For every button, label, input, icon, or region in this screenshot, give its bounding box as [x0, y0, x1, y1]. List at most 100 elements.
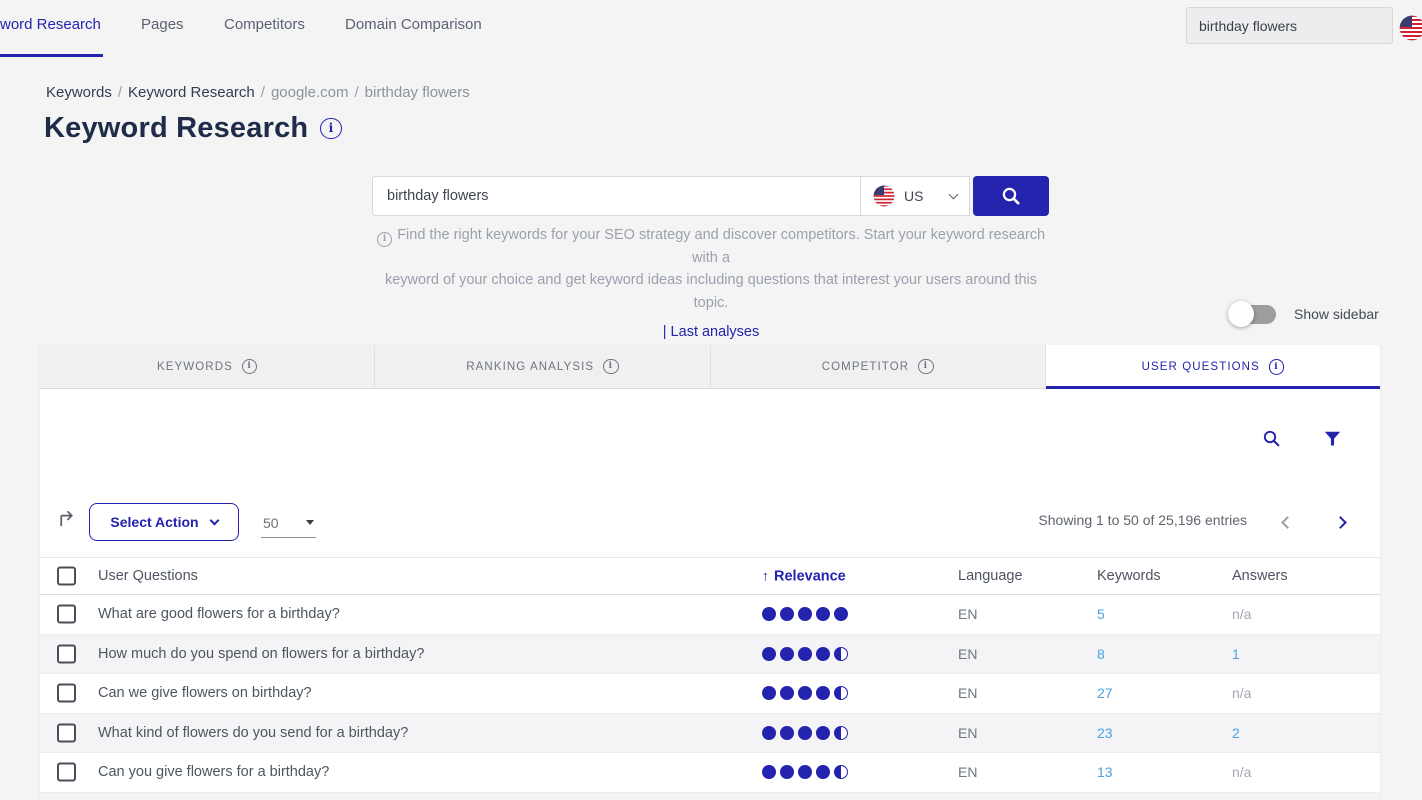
page-size-select[interactable]: 50	[261, 508, 316, 538]
intro-line2: keyword of your choice and get keyword i…	[384, 272, 1038, 311]
breadcrumb-item[interactable]: Keyword Research /	[128, 84, 265, 101]
top-nav: word Research Pages Competitors Domain Comp…	[0, 0, 1422, 58]
header-answers[interactable]: Answers	[1232, 568, 1288, 584]
us-flag-icon	[873, 185, 895, 207]
row-keywords-link[interactable]: 23	[1097, 724, 1113, 741]
search-icon	[1002, 187, 1020, 205]
row-keywords-link[interactable]: 5	[1097, 606, 1105, 623]
nav-item[interactable]: Domain Comparison	[345, 16, 482, 33]
select-all-checkbox[interactable]	[57, 566, 76, 586]
tab-info-icon[interactable]	[603, 358, 619, 375]
relevance-dot	[798, 686, 812, 701]
info-icon	[376, 231, 393, 248]
table-row: Can you give flowers for a birthday? EN …	[40, 753, 1380, 793]
row-keywords-link[interactable]: 13	[1097, 764, 1113, 781]
relevance-dot	[780, 686, 794, 701]
relevance-dot	[798, 725, 812, 740]
relevance-dot	[762, 765, 776, 780]
relevance-dots	[762, 725, 848, 740]
row-answers-link: n/a	[1232, 764, 1252, 781]
relevance-dot	[762, 607, 776, 622]
row-language: EN	[958, 645, 978, 662]
row-checkbox[interactable]	[57, 762, 76, 782]
tab[interactable]: RANKING ANALYSIS	[375, 345, 711, 389]
user-questions-table: User Questions Relevance Language Keywor…	[40, 557, 1380, 800]
global-search-input[interactable]	[1186, 7, 1393, 44]
page-title: Keyword Research	[44, 112, 309, 144]
tab[interactable]: KEYWORDS	[40, 345, 376, 389]
pagination-next[interactable]	[1334, 514, 1352, 530]
results-panel: KEYWORDS RANKING ANALYSIS COMPETITOR USE…	[40, 345, 1380, 800]
relevance-dot	[798, 607, 812, 622]
row-answers-link: n/a	[1232, 606, 1252, 623]
select-action-button[interactable]: Select Action	[89, 503, 239, 541]
relevance-dot	[816, 607, 830, 622]
table-search-icon[interactable]	[1262, 429, 1281, 453]
row-checkbox[interactable]	[57, 723, 76, 743]
tab-info-icon[interactable]	[241, 358, 258, 375]
relevance-dot	[780, 607, 794, 622]
tab-info-icon[interactable]	[1268, 359, 1285, 375]
row-keywords-link[interactable]: 8	[1097, 645, 1105, 662]
row-checkbox[interactable]	[57, 604, 76, 624]
row-keywords-link[interactable]: 27	[1097, 685, 1113, 702]
row-question: What are good flowers for a birthday?	[98, 606, 340, 623]
table-header-row: User Questions Relevance Language Keywor…	[40, 557, 1380, 595]
header-user-questions[interactable]: User Questions	[98, 568, 198, 584]
row-checkbox[interactable]	[57, 644, 76, 664]
tab[interactable]: USER QUESTIONS	[1045, 345, 1380, 389]
row-checkbox[interactable]	[57, 683, 76, 703]
page-header: Keyword Research	[44, 112, 342, 145]
breadcrumb-item[interactable]: birthday flowers	[364, 84, 470, 101]
relevance-dots	[762, 765, 848, 780]
header-keywords[interactable]: Keywords	[1097, 568, 1161, 584]
header-relevance[interactable]: Relevance	[762, 568, 846, 585]
relevance-dot	[816, 765, 830, 780]
table-row: How much do you spend on flowers for a b…	[40, 634, 1380, 674]
chevron-down-icon	[948, 189, 959, 200]
row-language: EN	[958, 685, 978, 702]
keyword-input[interactable]	[372, 176, 860, 216]
export-icon[interactable]	[56, 507, 77, 533]
active-nav-underline	[0, 54, 103, 57]
filter-icon[interactable]	[1323, 429, 1342, 453]
breadcrumb: Keywords / Keyword Research / google.com / bir…	[46, 84, 470, 101]
relevance-dot	[762, 725, 776, 740]
search-button[interactable]	[973, 176, 1049, 216]
us-flag-icon[interactable]	[1399, 15, 1422, 41]
pagination-prev[interactable]	[1281, 514, 1299, 530]
sort-asc-icon	[762, 568, 769, 585]
row-language: EN	[958, 606, 978, 623]
table-row: What kind of flowers do you send for a b…	[40, 713, 1380, 753]
breadcrumb-item[interactable]: Keywords /	[46, 84, 123, 101]
tab-info-icon[interactable]	[918, 358, 934, 375]
last-analyses-link[interactable]: | Last analyses	[662, 324, 760, 340]
table-body: What are good flowers for a birthday? EN…	[40, 595, 1380, 793]
relevance-dots	[762, 646, 848, 661]
title-info-icon[interactable]	[320, 117, 342, 140]
relevance-dot	[780, 725, 794, 740]
row-question: How much do you spend on flowers for a b…	[98, 645, 425, 662]
entries-summary: Showing 1 to 50 of 25,196 entries	[1038, 512, 1247, 528]
tab-bar: KEYWORDS RANKING ANALYSIS COMPETITOR USE…	[40, 345, 1380, 389]
row-answers-link[interactable]: 1	[1232, 645, 1240, 662]
relevance-dot	[816, 725, 830, 740]
country-code: US	[904, 188, 924, 204]
sidebar-toggle-knob[interactable]	[1228, 301, 1254, 327]
country-select[interactable]: US	[860, 176, 970, 216]
nav-item[interactable]: Pages	[141, 16, 184, 33]
relevance-dot	[780, 765, 794, 780]
breadcrumb-item[interactable]: google.com /	[270, 84, 359, 101]
tab[interactable]: COMPETITOR	[710, 345, 1046, 389]
header-language[interactable]: Language	[958, 568, 1023, 584]
row-question: What kind of flowers do you send for a b…	[98, 724, 409, 741]
nav-item[interactable]: word Research	[0, 16, 101, 33]
row-answers-link[interactable]: 2	[1232, 724, 1240, 741]
nav-item[interactable]: Competitors	[224, 16, 305, 33]
caret-down-icon	[306, 520, 314, 525]
chevron-down-icon	[209, 515, 220, 526]
relevance-dots	[762, 686, 848, 701]
row-question: Can we give flowers on birthday?	[98, 685, 312, 702]
relevance-dot	[834, 686, 848, 701]
relevance-dot	[780, 646, 794, 661]
